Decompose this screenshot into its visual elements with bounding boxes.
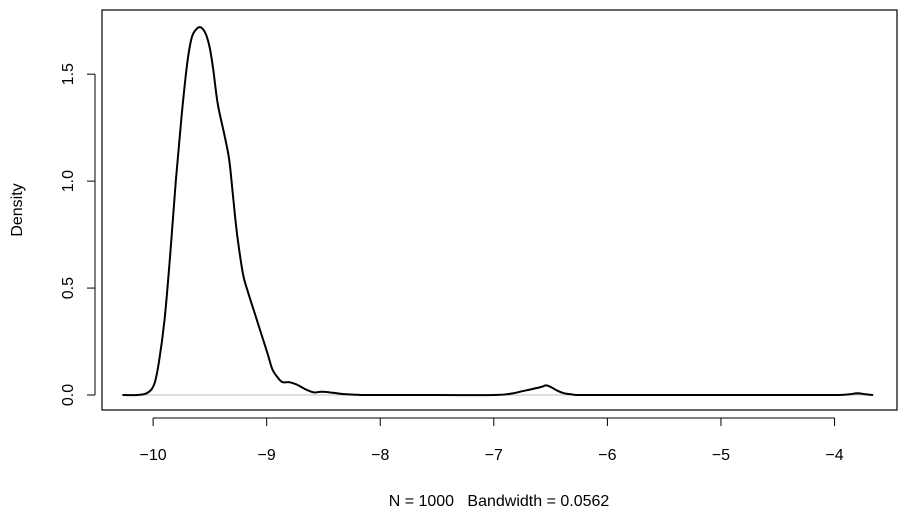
x-tick-label: −10: [140, 447, 167, 464]
x-tick-label: −5: [712, 447, 730, 464]
y-axis-ticks: 0.0 0.5 1.0 1.5: [60, 63, 95, 406]
x-axis-ticks: −10 −9 −8 −7 −6 −5 −4: [140, 418, 844, 464]
y-tick-label: 0.5: [60, 277, 77, 299]
y-tick-label: 1.5: [60, 63, 77, 85]
x-tick-label: −9: [258, 447, 276, 464]
x-tick-label: −8: [371, 447, 389, 464]
y-axis-label: Density: [9, 183, 26, 236]
x-tick-label: −4: [825, 447, 843, 464]
x-tick-label: −7: [485, 447, 503, 464]
x-axis-label: N = 1000 Bandwidth = 0.0562: [389, 493, 610, 510]
y-tick-label: 1.0: [60, 170, 77, 192]
density-curve: [122, 26, 874, 397]
plot-box: [101, 9, 898, 411]
x-tick-label: −6: [598, 447, 616, 464]
y-tick-label: 0.0: [60, 384, 77, 406]
